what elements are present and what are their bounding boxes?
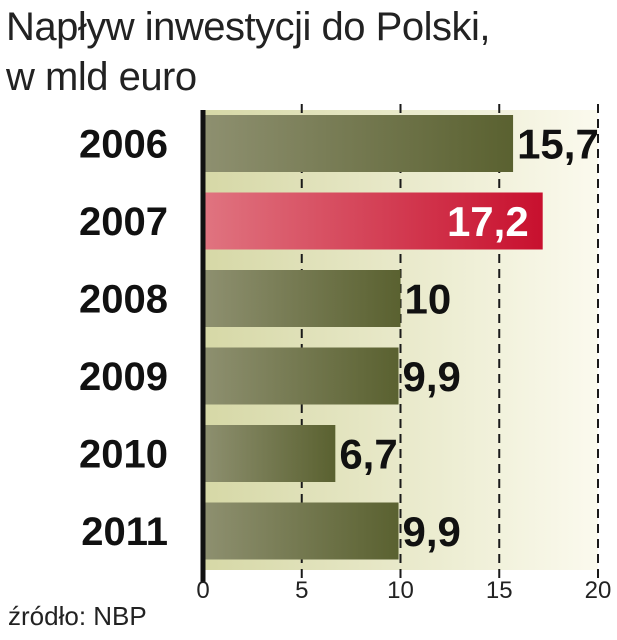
- chart-title-line-2: w mld euro: [6, 55, 197, 99]
- year-label-2007: 2007: [79, 200, 168, 244]
- value-label-2011: 9,9: [403, 508, 461, 555]
- year-label-2009: 2009: [79, 355, 168, 399]
- value-label-2008: 10: [405, 276, 452, 323]
- year-label-2010: 2010: [79, 433, 168, 477]
- value-label-2007: 17,2: [447, 198, 529, 245]
- bar-2008: [203, 270, 401, 327]
- bar-2011: [203, 502, 399, 560]
- year-label-2008: 2008: [79, 278, 168, 322]
- x-tick-label-10: 10: [387, 577, 414, 604]
- x-tick-label-20: 20: [585, 577, 612, 604]
- bar-2006: [203, 115, 514, 172]
- year-label-2006: 2006: [79, 123, 168, 167]
- bar-2010: [203, 425, 336, 482]
- value-label-2006: 15,7: [517, 121, 599, 168]
- source-note: źródło: NBP: [8, 601, 147, 631]
- chart-title-line-1: Napływ inwestycji do Polski,: [6, 5, 490, 49]
- bar-2009: [203, 347, 399, 405]
- value-label-2010: 6,7: [339, 431, 397, 478]
- x-tick-label-0: 0: [196, 577, 209, 604]
- value-label-2009: 9,9: [403, 353, 461, 400]
- bar-2007: [203, 192, 543, 250]
- x-tick-label-5: 5: [295, 577, 308, 604]
- year-label-2011: 2011: [81, 510, 168, 554]
- x-tick-label-15: 15: [486, 577, 513, 604]
- chart-title: Napływ inwestycji do Polski, w mld euro: [6, 2, 606, 102]
